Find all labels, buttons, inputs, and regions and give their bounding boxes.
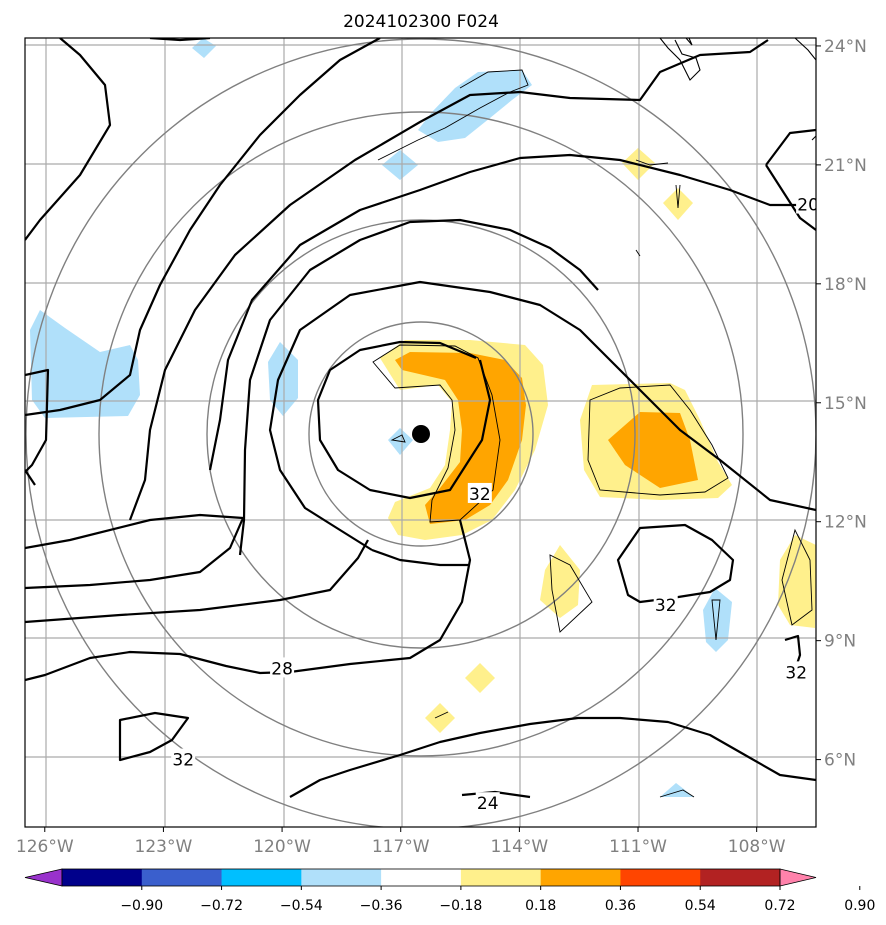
lat-tick-label: 12°N [824,513,867,533]
contour-label-halo [796,193,816,214]
colorbar-segment [62,869,143,886]
colorbar-segment [381,869,462,886]
colorbar-segment [700,869,781,886]
colorbar-tick-label: 0.54 [685,898,716,914]
lon-tick-label: 111°W [609,837,667,857]
colorbar-segment [540,869,621,886]
colorbar-tick-label: −0.54 [280,898,323,914]
lat-tick-label: 9°N [824,632,856,652]
contour-label: 20 [797,196,819,216]
contour-label-halo [171,748,196,769]
lat-tick-label: 21°N [824,156,867,176]
colorbar-segment [460,869,542,886]
colorbar-tick-labels: −0.90 −0.72 −0.54 −0.36 −0.18 0.18 0.36 0.54 0.7… [120,886,875,914]
lon-tick-label: 114°W [490,837,548,857]
colorbar-segment [221,869,302,886]
contour-label-halo [653,593,678,614]
storm-center-marker [412,425,430,443]
coastline [659,38,816,141]
colorbar-extend-low [24,868,63,887]
colorbar-tick-label: 0.72 [764,898,795,914]
contour-label: 28 [271,659,293,679]
lon-tick-label: 120°W [253,837,311,857]
lat-tick-label: 18°N [824,275,867,295]
shading-orange [395,352,698,524]
colorbar-tick-label: −0.36 [360,898,403,914]
contour-label: 32 [785,663,807,683]
colorbar-tick-label: −0.90 [120,898,163,914]
colorbar-segment [620,869,701,886]
lon-tick-label: 126°W [16,837,74,857]
isotherms [25,38,816,799]
contour-label-halo [475,792,500,813]
colorbar-tick-label: −0.18 [439,898,482,914]
lon-tick-label: 123°W [135,837,193,857]
map-frame [24,37,817,828]
colorbar-extend-high [779,868,817,887]
lat-tick-label: 15°N [824,394,867,414]
colorbar-tick-label: 0.36 [605,898,636,914]
figure-title: 2024102300 F024 [343,12,499,32]
lat-tick-label: 24°N [824,37,867,57]
colorbar-tick-label: 0.90 [844,898,875,914]
lon-tick-label: 117°W [372,837,430,857]
contour-label-halo [784,661,809,682]
contour-label: 32 [655,596,677,616]
contour-label: 32 [172,751,194,771]
lat-tick-label: 6°N [824,751,856,771]
contour-label-halo [467,482,492,503]
longitude-tick-labels: 126°W 123°W 120°W 117°W 114°W 111°W 108°W [16,827,786,857]
colorbar [24,868,817,887]
latitude-tick-labels: 24°N 21°N 18°N 15°N 12°N 9°N 6°N [816,37,867,771]
lon-tick-label: 108°W [728,837,786,857]
contour-label-halo [270,657,295,678]
contour-label: 32 [469,485,491,505]
map-content: 32 32 32 32 28 24 20 [25,38,819,827]
contour-labels: 32 32 32 32 28 24 20 [171,193,819,814]
range-rings [25,38,816,827]
colorbar-tick-label: 0.18 [525,898,556,914]
colorbar-segment [301,869,382,886]
contour-label: 24 [477,794,499,814]
colorbar-tick-label: −0.72 [200,898,243,914]
colorbar-segment [141,869,223,886]
colorbar-outline [61,868,781,887]
